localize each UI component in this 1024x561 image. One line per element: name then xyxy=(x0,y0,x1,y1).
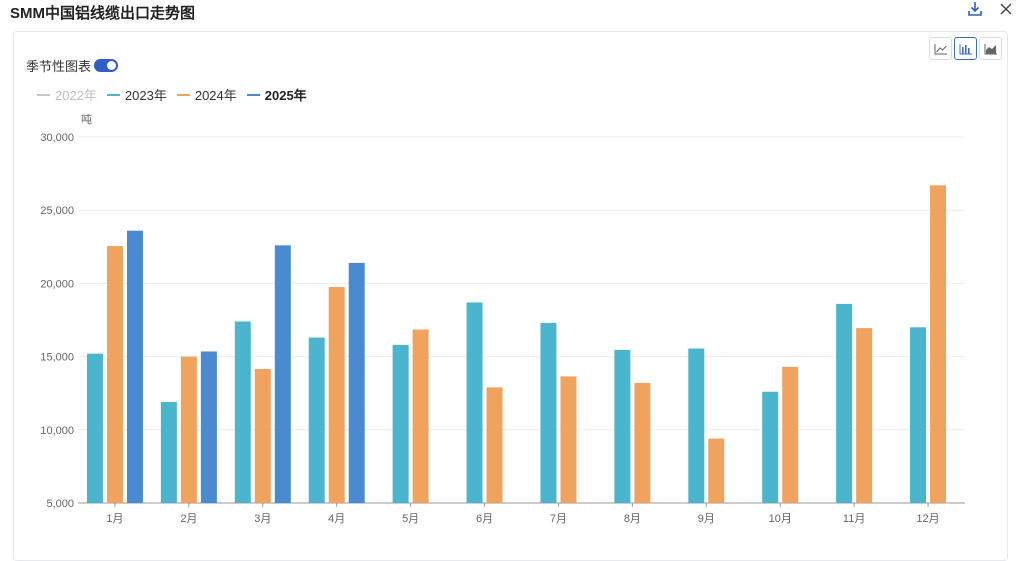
legend-label: 2022年 xyxy=(55,88,97,103)
legend-item-2025[interactable]: 2025年 xyxy=(246,85,307,104)
seasonal-chart-label: 季节性图表 xyxy=(26,59,92,74)
bar-2024-12 xyxy=(930,185,947,503)
area-chart-button[interactable] xyxy=(979,37,1002,60)
bar-chart-button[interactable] xyxy=(954,37,977,60)
chart-panel: 季节性图表 2022年 2023年 2024年 2025年 吨 5,000 10,000 1… xyxy=(13,31,1008,561)
seasonal-chart-control: 季节性图表 xyxy=(26,56,119,75)
legend-label: 2024年 xyxy=(194,88,237,103)
bar-2023-7 xyxy=(540,322,557,503)
y-axis-unit-label: 吨 xyxy=(81,113,92,126)
chart-title: SMM中国铝线缆出口走势图 xyxy=(10,5,195,22)
bar-2023-5 xyxy=(392,344,409,503)
x-tick-label: 10月 xyxy=(769,513,792,525)
line-chart-icon xyxy=(934,43,947,54)
bar-2024-10 xyxy=(782,366,799,503)
legend-label: 2025年 xyxy=(264,88,307,103)
seasonal-chart-toggle[interactable] xyxy=(94,59,119,72)
close-icon[interactable] xyxy=(997,0,1015,18)
bar-2024-9 xyxy=(708,438,725,503)
download-icon[interactable] xyxy=(966,0,984,18)
bar-2023-2 xyxy=(160,401,177,503)
legend-swatch-2024 xyxy=(176,93,190,96)
bar-2023-11 xyxy=(836,303,853,503)
bar-chart: 吨 5,000 10,000 15,000 20,000 25,000 30,000 1月 2月… xyxy=(40,113,965,525)
x-tick-label: 11月 xyxy=(843,513,865,525)
bar-2024-8 xyxy=(634,382,651,503)
bar-2024-1 xyxy=(106,246,123,503)
bar-2024-2 xyxy=(180,356,197,503)
x-tick-label: 7月 xyxy=(550,513,567,525)
chart-mode-toolbar xyxy=(929,37,1002,60)
bar-2024-5 xyxy=(412,329,429,503)
y-tick-label: 25,000 xyxy=(40,205,74,217)
bar-2023-9 xyxy=(688,348,705,503)
bar-2025-2 xyxy=(200,351,217,503)
bar-2024-4 xyxy=(328,287,345,503)
bar-2024-3 xyxy=(254,369,271,503)
bar-2023-12 xyxy=(910,327,927,503)
x-tick-label: 3月 xyxy=(254,513,271,525)
legend-label: 2023年 xyxy=(124,88,167,103)
area-chart-icon xyxy=(984,43,997,54)
bar-2024-7 xyxy=(560,376,577,503)
bar-2023-1 xyxy=(86,353,103,503)
x-tick-label: 8月 xyxy=(624,513,641,525)
bar-chart-icon xyxy=(959,43,972,54)
legend-item-2024[interactable]: 2024年 xyxy=(176,85,237,104)
x-tick-label: 6月 xyxy=(476,513,493,525)
line-chart-button[interactable] xyxy=(929,37,952,60)
x-tick-label: 5月 xyxy=(402,513,419,525)
bar-2023-10 xyxy=(762,391,779,503)
bar-2024-6 xyxy=(486,387,503,503)
y-tick-label: 10,000 xyxy=(40,425,74,437)
legend-item-2023[interactable]: 2023年 xyxy=(106,85,167,104)
bar-2024-11 xyxy=(856,328,873,503)
y-tick-label: 20,000 xyxy=(40,278,74,290)
bar-2023-8 xyxy=(614,350,631,503)
bar-2025-4 xyxy=(348,262,365,503)
x-tick-label: 4月 xyxy=(328,513,345,525)
x-tick-label: 2月 xyxy=(180,513,197,525)
bar-2023-6 xyxy=(466,302,483,503)
y-tick-label: 15,000 xyxy=(40,352,74,364)
legend-swatch-2025 xyxy=(246,93,260,96)
x-tick-label: 12月 xyxy=(916,513,939,525)
x-tick-label: 1月 xyxy=(106,513,123,525)
y-tick-label: 5,000 xyxy=(46,498,74,510)
chart-legend: 2022年 2023年 2024年 2025年 xyxy=(37,85,307,104)
bar-2025-1 xyxy=(126,230,143,504)
legend-item-2022[interactable]: 2022年 xyxy=(37,85,97,104)
legend-swatch-2022 xyxy=(37,93,50,96)
bar-2023-4 xyxy=(308,337,325,503)
y-tick-label: 30,000 xyxy=(40,132,74,144)
x-tick-label: 9月 xyxy=(698,513,715,525)
bar-2023-3 xyxy=(234,321,251,503)
legend-swatch-2023 xyxy=(106,93,120,96)
bar-2025-3 xyxy=(274,245,291,503)
